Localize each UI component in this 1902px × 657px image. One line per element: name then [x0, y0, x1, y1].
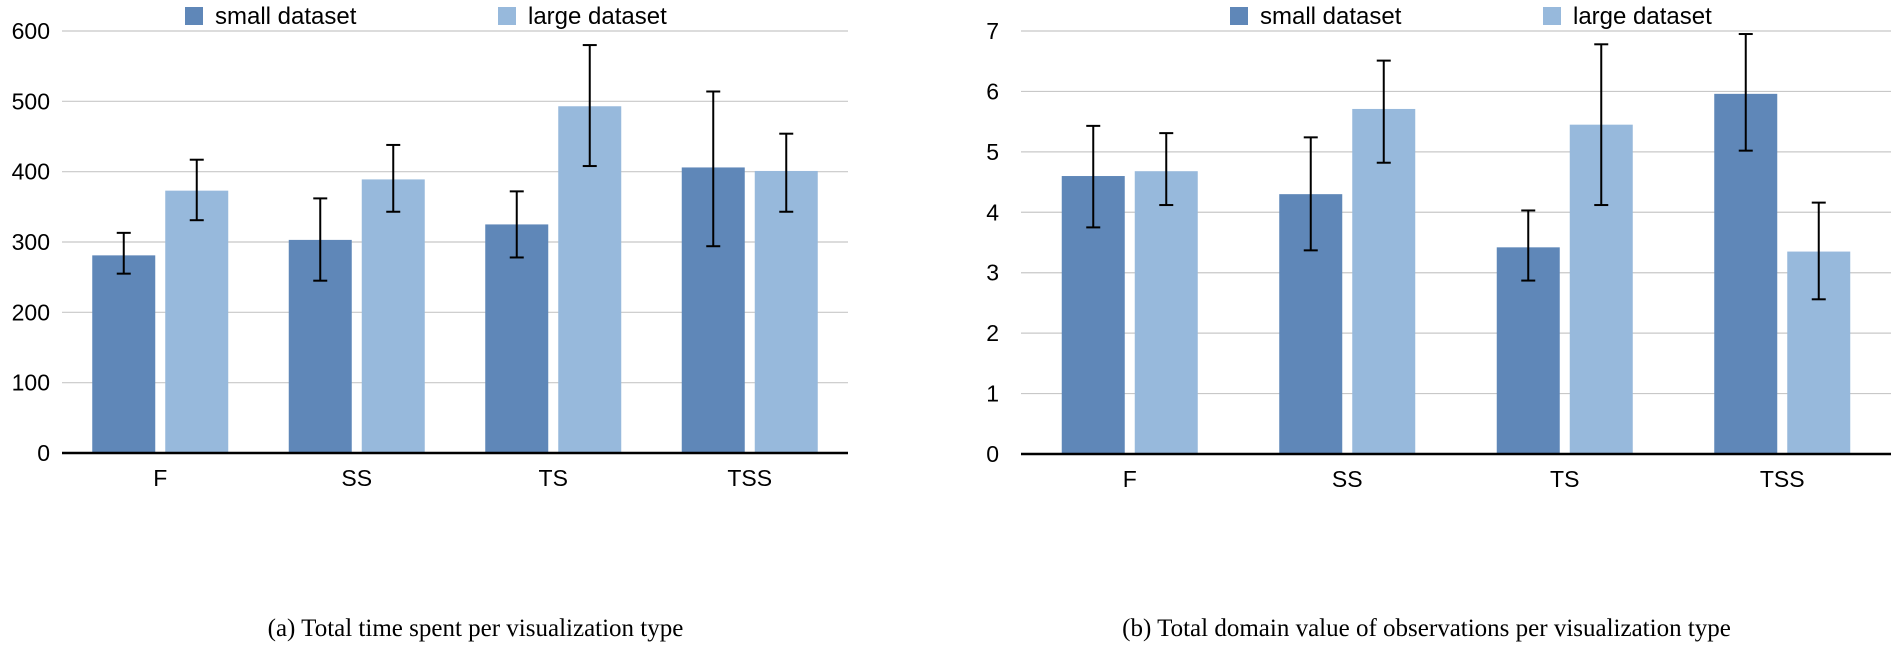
y-tick-label: 1	[986, 381, 999, 407]
bar-small-tss	[1714, 93, 1778, 455]
y-tick-label: 7	[986, 18, 999, 44]
bar-small-ts	[485, 224, 549, 453]
x-tick-label: TS	[539, 465, 568, 491]
x-tick-label: TSS	[1760, 466, 1805, 492]
bar-large-f	[165, 190, 229, 453]
chart-time-spent-plot: 0 100 200 300 400 500 600 F SS TS TSS small dataset…	[12, 3, 848, 491]
chart-domain-value: 0 1 2 3 4 5 6 7 F SS TS TSS small dataset large datas…	[951, 0, 1902, 657]
bar-large-ss	[1352, 108, 1416, 455]
y-tick-label: 400	[12, 159, 50, 185]
y-tick-label: 2	[986, 320, 999, 346]
legend-label: small dataset	[1260, 3, 1402, 30]
y-tick-label: 200	[12, 299, 50, 325]
chart-time-spent: 0 100 200 300 400 500 600 F SS TS TSS small dataset…	[12, 3, 848, 642]
legend-label: large dataset	[1573, 3, 1712, 30]
x-tick-label: SS	[341, 465, 372, 491]
bar-small-f	[92, 255, 156, 453]
legend-swatch	[185, 7, 203, 25]
legend-label: large dataset	[528, 3, 667, 30]
x-tick-label: TSS	[727, 465, 772, 491]
y-tick-label: 6	[986, 78, 999, 104]
y-tick-label: 600	[12, 18, 50, 44]
chart-caption: (b) Total domain value of observations p…	[1122, 615, 1731, 642]
bar-small-ts	[1496, 247, 1560, 454]
bar-large-tss	[754, 170, 818, 454]
y-tick-label: 0	[986, 441, 999, 467]
bar-large-f	[1134, 171, 1198, 455]
y-tick-label: 3	[986, 260, 999, 286]
y-tick-label: 4	[986, 199, 999, 225]
x-tick-label: F	[153, 465, 167, 491]
x-tick-label: SS	[1332, 466, 1363, 492]
legend-label: small dataset	[215, 3, 357, 30]
legend-swatch	[498, 7, 516, 25]
legend-swatch	[1543, 7, 1561, 25]
y-tick-label: 100	[12, 370, 50, 396]
chart-domain-value-plot: 0 1 2 3 4 5 6 7 F SS TS TSS small dataset large datas…	[986, 3, 1891, 492]
bar-large-ss	[361, 179, 425, 454]
y-tick-label: 500	[12, 88, 50, 114]
legend-swatch	[1230, 7, 1248, 25]
x-tick-label: TS	[1550, 466, 1579, 492]
chart-caption: (a) Total time spent per visualization t…	[267, 615, 684, 642]
y-tick-label: 0	[37, 440, 50, 466]
x-tick-label: F	[1123, 466, 1137, 492]
y-tick-label: 5	[986, 139, 999, 165]
y-tick-label: 300	[12, 229, 50, 255]
